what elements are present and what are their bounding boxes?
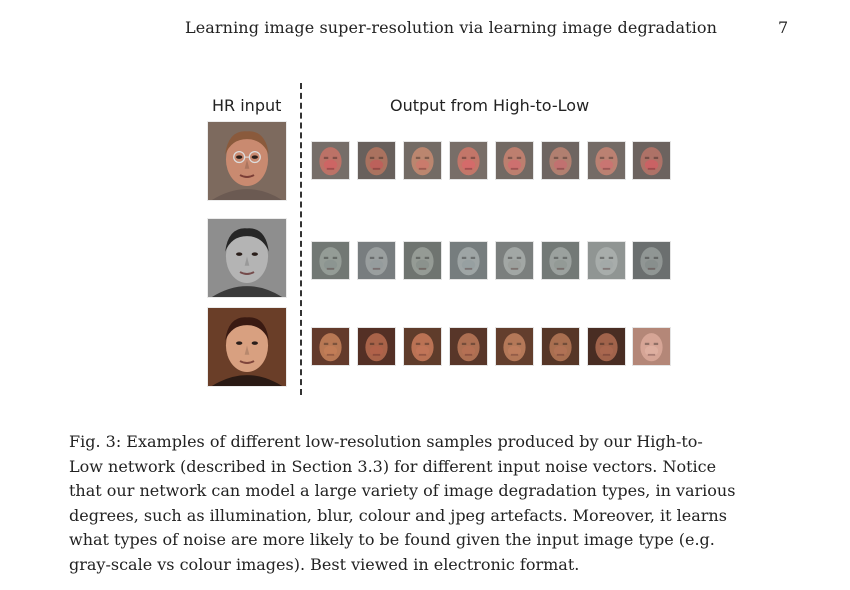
running-title: Learning image super-resolution via lear… [185,18,718,37]
lr-sample-young-man-grayscale-3 [404,242,441,279]
caption-line-5: what types of noise are more likely to b… [69,530,715,550]
caption-line-6: gray-scale vs colour images). Best viewe… [69,554,580,574]
lr-sample-young-man-grayscale-2 [358,242,395,279]
lr-sample-young-woman-3 [404,328,441,365]
running-header: Learning image super-resolution via lear… [0,18,850,40]
figure-3: HR input Output from High-to-Low [208,83,670,395]
figure-caption: Fig. 3: Examples of different low-resolu… [69,430,791,578]
dashed-divider [300,83,302,395]
lr-sample-older-man-3 [404,142,441,179]
lr-sample-young-man-grayscale-5 [496,242,533,279]
lr-sample-older-man-2 [358,142,395,179]
caption-line-3: that our network can model a large varie… [69,481,736,501]
lr-sample-young-woman-6 [542,328,579,365]
caption-line-2: Low network (described in Section 3.3) f… [69,456,717,476]
lr-sample-older-man-6 [542,142,579,179]
lr-sample-young-woman-4 [450,328,487,365]
lr-sample-older-man-4 [450,142,487,179]
lr-sample-older-man-5 [496,142,533,179]
hr-input-image-older-man [208,122,286,200]
lr-sample-young-woman-2 [358,328,395,365]
lr-sample-young-woman-7 [588,328,625,365]
page-number: 7 [778,18,789,37]
lr-sample-young-woman-1 [312,328,349,365]
lr-sample-older-man-1 [312,142,349,179]
lr-sample-young-woman-5 [496,328,533,365]
lr-sample-older-man-8 [633,142,670,179]
hr-input-label: HR input [212,96,282,115]
hr-input-image-young-woman [208,308,286,386]
hr-input-image-young-man-grayscale [208,219,286,297]
lr-sample-young-man-grayscale-4 [450,242,487,279]
lr-sample-young-man-grayscale-1 [312,242,349,279]
output-label: Output from High-to-Low [390,96,590,115]
lr-sample-young-man-grayscale-8 [633,242,670,279]
lr-sample-young-man-grayscale-6 [542,242,579,279]
lr-sample-young-man-grayscale-7 [588,242,625,279]
lr-sample-older-man-7 [588,142,625,179]
lr-sample-young-woman-8 [633,328,670,365]
caption-line-4: degrees, such as illumination, blur, col… [69,505,727,525]
caption-line-1: Fig. 3: Examples of different low-resolu… [69,432,703,451]
